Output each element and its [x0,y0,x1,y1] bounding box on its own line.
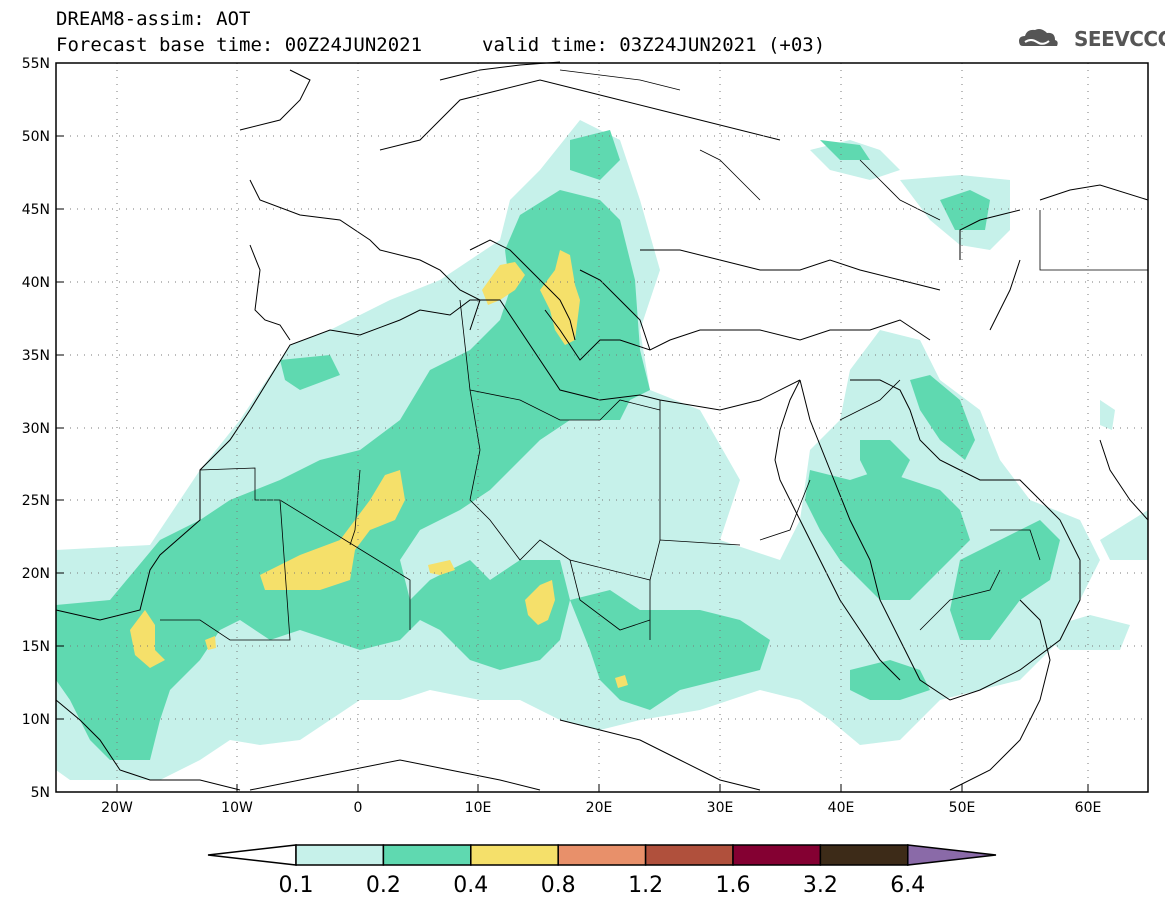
lat-label: 40N [22,275,50,291]
lat-label: 15N [22,639,50,655]
lon-label: 30E [707,800,734,816]
lon-label: 0 [354,800,363,816]
forecast-base-time: Forecast base time: 00Z24JUN2021 [56,34,423,56]
axis-ticks [56,135,1089,792]
colorbar-box-2 [470,844,559,866]
colorbar-label: 1.6 [716,873,751,898]
colorbar-box-1 [382,844,472,866]
lat-label: 20N [22,566,50,582]
colorbar-label: 1.2 [628,873,663,898]
lat-label: 10N [22,712,50,728]
latitude-labels: 55N 50N 45N 40N 35N 30N 25N 20N 15N 10N … [22,56,50,801]
colorbar-box-6 [819,844,909,866]
colorbar-box-4 [644,844,734,866]
logo-text: SEEVCCC [1074,27,1165,51]
colorbar-label: 3.2 [803,873,838,898]
country-borders [160,69,1148,641]
lon-label: 40E [828,800,855,816]
lon-label: 20E [586,800,613,816]
colorbar-label: 0.1 [279,873,314,898]
lat-label: 45N [22,202,50,218]
lat-label: 55N [22,56,50,72]
colorbar-label: 0.4 [453,873,488,898]
lon-label: 10W [221,800,253,816]
map-title: DREAM8-assim: AOT [56,8,251,30]
colorbar-box-3 [557,844,647,866]
colorbar-label: 6.4 [890,873,925,898]
valid-time: valid time: 03Z24JUN2021 (+03) [482,34,826,56]
colorbar-box-0 [295,844,385,866]
colorbar-box-5 [732,844,822,866]
lon-label: 20W [101,800,133,816]
lat-label: 5N [31,785,50,801]
coastlines [55,61,1149,791]
lat-label: 25N [22,493,50,509]
seevccc-logo [1019,29,1058,46]
lon-label: 60E [1075,800,1102,816]
colorbar-under-triangle [207,844,297,866]
lon-label: 50E [949,800,976,816]
colorbar-over-triangle [907,844,997,866]
colorbar-label: 0.8 [541,873,576,898]
longitude-labels: 20W 10W 0 10E 20E 30E 40E 50E 60E [101,800,1101,816]
colorbar-label: 0.2 [366,873,401,898]
lat-label: 30N [22,421,50,437]
lat-label: 50N [22,129,50,145]
lat-label: 35N [22,348,50,364]
colorbar: 0.1 0.2 0.4 0.8 1.2 1.6 3.2 6.4 [207,844,997,898]
lon-label: 10E [465,800,492,816]
gridlines [56,63,1148,792]
